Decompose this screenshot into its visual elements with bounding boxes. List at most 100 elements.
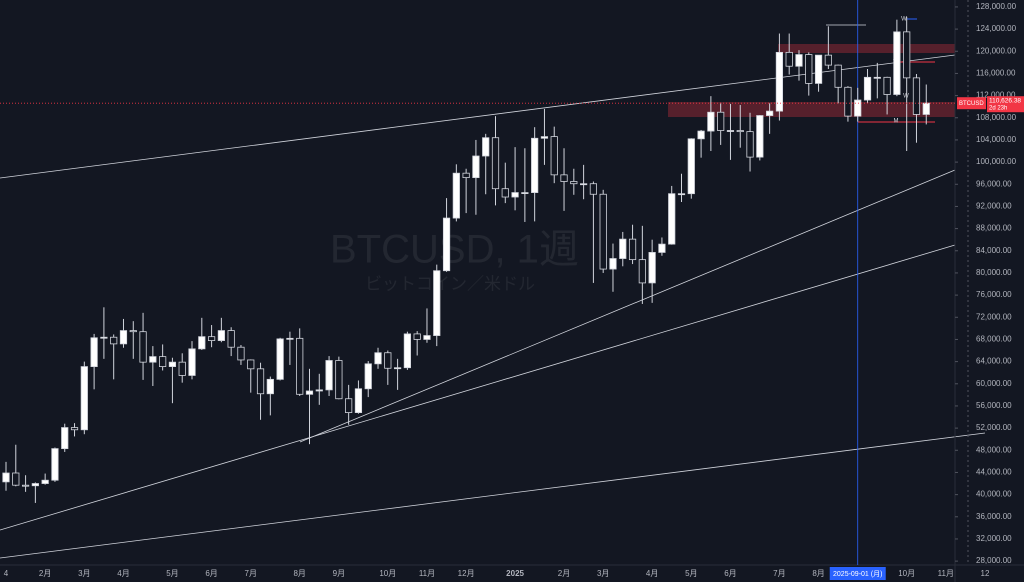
candle-body [286, 337, 294, 340]
last-price-label: 110,626.38 [989, 97, 1021, 104]
candle-body [384, 352, 392, 369]
trend-line [299, 169, 956, 443]
y-tick-label: 100,000.00 [976, 157, 1017, 166]
y-tick-label: 40,000.00 [976, 490, 1012, 499]
x-tick-label: 6月 [205, 569, 217, 578]
candle-body [893, 31, 901, 95]
candle-body [501, 188, 509, 198]
candle-body [668, 193, 676, 245]
y-tick-label: 68,000.00 [976, 335, 1012, 344]
x-tick-label: 3月 [78, 569, 90, 578]
y-tick-label: 124,000.00 [976, 24, 1017, 33]
y-tick-label: 112,000.00 [976, 91, 1016, 100]
candle-body [227, 330, 235, 348]
y-tick-label: 116,000.00 [976, 69, 1016, 78]
x-tick-label: 2025-09-01 (月) [833, 570, 882, 578]
candle-body [247, 359, 255, 370]
x-tick-label: 2025 [506, 569, 524, 578]
candle-body [433, 270, 441, 336]
candle-body [511, 192, 519, 198]
candle-body [266, 378, 274, 395]
candle-body [922, 102, 930, 115]
candle-body [393, 367, 402, 370]
candle-body [482, 137, 490, 157]
candle-body [726, 130, 735, 132]
candle-body [51, 448, 59, 481]
x-tick-label: 3月 [597, 569, 609, 578]
x-tick-label: 4 [4, 569, 9, 578]
y-tick-label: 64,000.00 [976, 357, 1012, 366]
candle-body [805, 54, 813, 84]
candle-body [697, 130, 705, 140]
y-tick-label: 36,000.00 [976, 512, 1012, 521]
y-tick-label: 104,000.00 [976, 135, 1017, 144]
candle-body [756, 115, 764, 158]
x-tick-label: 12 [981, 569, 990, 578]
candle-body [12, 472, 20, 486]
y-tick-label: 56,000.00 [976, 401, 1012, 410]
annotation: W [903, 94, 909, 100]
candle-body [599, 193, 607, 270]
annotation: W [901, 17, 907, 23]
candle-body [746, 131, 754, 158]
y-tick-label: 84,000.00 [976, 246, 1012, 255]
candle-body [717, 111, 725, 131]
annotation: M [894, 119, 899, 125]
candle-body [31, 483, 39, 487]
candle-body [256, 368, 265, 395]
candle-body [442, 217, 451, 272]
candle-body [139, 331, 147, 363]
candle-body [119, 330, 128, 345]
y-tick-label: 76,000.00 [976, 290, 1012, 299]
candle-body [785, 51, 793, 67]
candle-body [795, 54, 803, 67]
candle-body [41, 479, 49, 484]
candle-body [198, 336, 206, 350]
symbol-label: BTCUSD [959, 101, 984, 107]
candle-body [335, 360, 343, 400]
candle-body [658, 243, 666, 253]
candle-body [844, 86, 852, 117]
candle-body [560, 174, 568, 182]
candle-body [766, 110, 774, 116]
watermark-title: BTCUSD, 1週 [330, 228, 579, 272]
candle-body [903, 31, 911, 79]
trend-line [0, 432, 986, 559]
y-tick-label: 96,000.00 [976, 179, 1012, 188]
y-tick-label: 72,000.00 [976, 312, 1012, 321]
x-tick-label: 9月 [333, 569, 345, 578]
candle-body [531, 137, 539, 193]
candle-body [403, 333, 411, 369]
candle-body [374, 352, 382, 365]
candle-body [854, 99, 862, 117]
x-tick-label: 10月 [898, 569, 915, 578]
candle-body [677, 193, 686, 196]
x-tick-label: 4月 [646, 569, 658, 578]
candle-body [315, 389, 323, 392]
y-tick-label: 48,000.00 [976, 445, 1012, 454]
candle-body [80, 366, 88, 431]
candle-body [168, 361, 177, 367]
candle-body [550, 136, 558, 176]
candle-body [354, 388, 363, 413]
candle-body [364, 363, 372, 390]
candle-body [638, 259, 646, 284]
series [2, 16, 930, 503]
candle-body [580, 183, 588, 186]
candle-body [305, 390, 314, 395]
candle-body [325, 360, 333, 391]
candle-body [61, 427, 69, 450]
candle-body [707, 111, 715, 132]
candle-body [100, 336, 108, 339]
x-tick-label: 2月 [39, 569, 51, 578]
candle-body [589, 183, 598, 195]
candle-body [217, 330, 225, 341]
candle-body [237, 346, 245, 361]
x-tick-label: 7月 [773, 569, 785, 578]
candle-body [413, 333, 421, 340]
x-tick-label: 5月 [685, 569, 697, 578]
y-tick-label: 80,000.00 [976, 268, 1012, 277]
candle-body [70, 427, 79, 431]
y-tick-label: 60,000.00 [976, 379, 1012, 388]
